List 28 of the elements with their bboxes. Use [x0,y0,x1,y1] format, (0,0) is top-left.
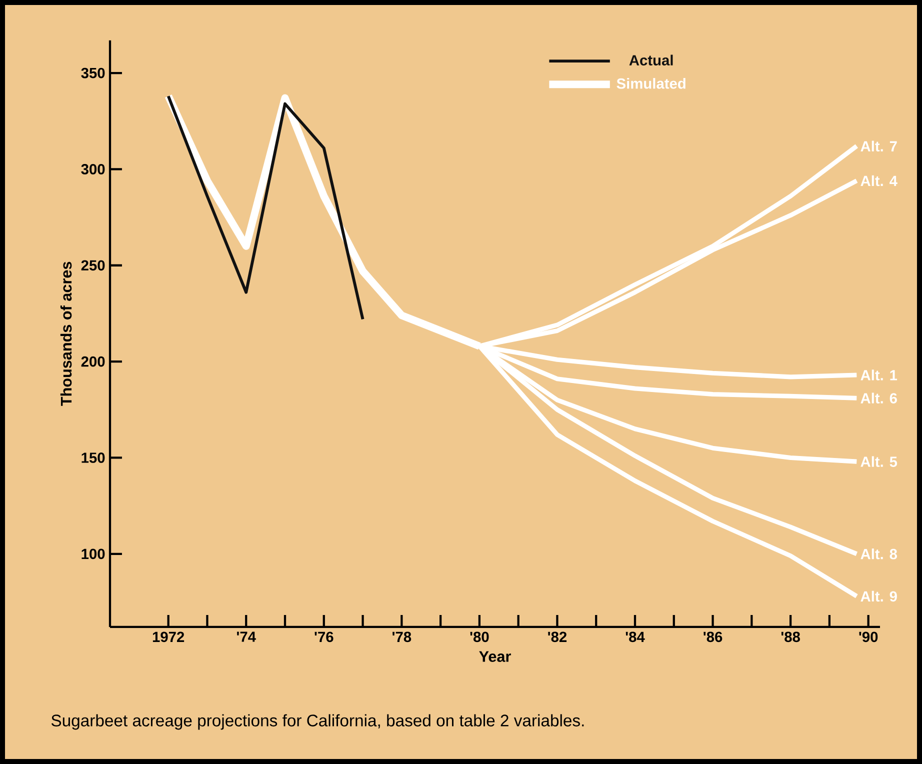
series-label: Alt. 8 [860,548,898,560]
x-tick-label: '90 [859,632,878,642]
y-tick-label: 300 [81,164,105,174]
legend-label: Actual [629,54,673,66]
series-label: Alt. 7 [860,140,897,152]
x-tick-label: '82 [548,632,567,642]
y-tick-label: 250 [81,260,105,271]
x-tick-label: 1972 [152,632,184,642]
text: Sugarbeet acreage projections for California, based on table 2 variables. [51,714,584,730]
series-label: Alt. 6 [860,392,897,404]
y-tick-label: 100 [82,548,105,560]
x-tick-label: '88 [781,632,800,642]
series-label: Alt. 1 [860,370,898,380]
y-tick-label: 350 [81,68,105,78]
series-label: Alt. 5 [860,456,898,467]
x-axis-title: Year [479,651,511,662]
series-label: Alt. 9 [860,590,897,602]
y-axis-title: Thousands of acres [60,262,72,406]
x-tick-label: '74 [236,632,256,642]
y-tick-label: 150 [82,452,105,463]
x-tick-label: '76 [314,632,334,642]
y-tick-label: 200 [81,356,105,367]
x-tick-label: '78 [392,632,412,642]
legend-label: Simulated [616,78,686,89]
x-tick-label: '86 [704,632,722,642]
series-label: Alt. 4 [860,175,898,186]
x-tick-label: '80 [470,632,489,642]
x-tick-label: '84 [626,632,645,642]
